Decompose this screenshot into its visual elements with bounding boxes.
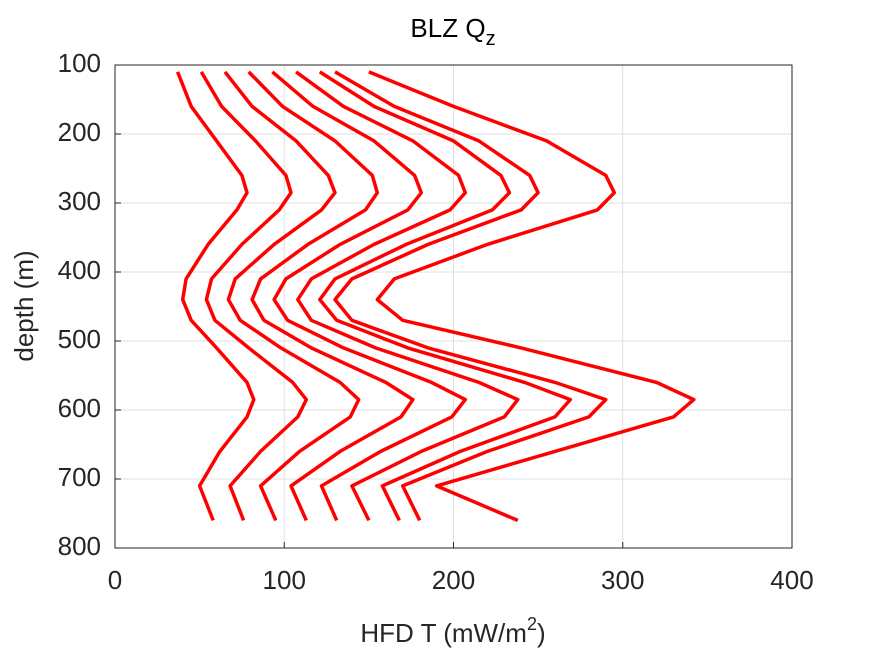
curve	[247, 70, 415, 522]
y-tick-label: 500	[58, 324, 101, 354]
x-tick-label: 0	[108, 565, 122, 595]
y-tick-label: 600	[58, 393, 101, 423]
x-label-text: HFD T (mW/m	[360, 618, 527, 648]
x-tick-label: 300	[601, 565, 644, 595]
x-axis-label: HFD T (mW/m2)	[360, 614, 545, 648]
curve	[318, 70, 573, 522]
curve	[223, 70, 361, 522]
chart-title: BLZ Qz	[410, 13, 495, 50]
x-tick-label: 400	[770, 565, 813, 595]
x-label-close: )	[537, 618, 546, 648]
curve	[368, 70, 696, 523]
y-tick-label: 300	[58, 186, 101, 216]
x-tick-label: 100	[263, 565, 306, 595]
curve	[199, 71, 309, 522]
y-axis-label: depth (m)	[9, 250, 39, 361]
title-subscript: z	[486, 28, 496, 50]
curve	[175, 71, 256, 522]
y-tick-label: 700	[58, 462, 101, 492]
y-tick-label: 100	[58, 48, 101, 78]
curve	[333, 70, 608, 522]
x-tick-label: 200	[432, 565, 475, 595]
title-text: BLZ Q	[410, 13, 485, 43]
x-label-superscript: 2	[527, 614, 537, 634]
curve	[295, 70, 520, 522]
curve	[271, 70, 468, 522]
axes-box	[114, 64, 793, 549]
y-tick-label: 400	[58, 255, 101, 285]
y-tick-label: 800	[58, 531, 101, 561]
y-tick-label: 200	[58, 117, 101, 147]
